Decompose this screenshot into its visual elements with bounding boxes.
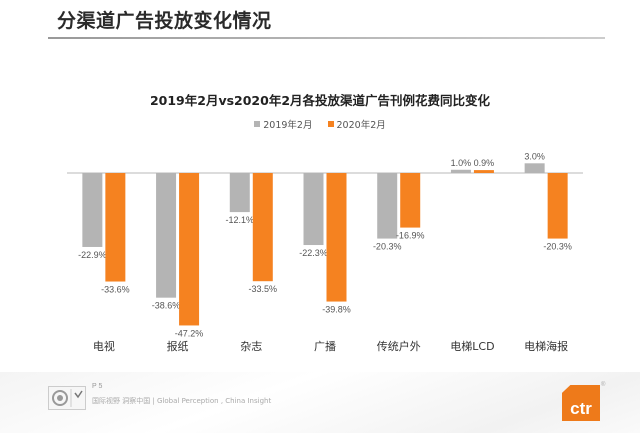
bar-2019-3 xyxy=(303,173,324,246)
bar-2020-5 xyxy=(473,170,494,173)
data-label-2019-4: -20.3% xyxy=(373,242,402,252)
category-label-5: 电梯LCD xyxy=(450,340,494,353)
category-label-0: 电视 xyxy=(93,339,115,353)
bar-2019-1 xyxy=(156,173,177,298)
bar-2020-6 xyxy=(547,173,568,239)
data-label-2020-4: -16.9% xyxy=(396,231,425,241)
ctr-logo-text: ctr xyxy=(570,399,592,418)
bar-2019-2 xyxy=(229,173,250,213)
ctr-logo: ctr xyxy=(562,385,600,421)
chart-legend: 2019年2月 2020年2月 xyxy=(0,117,640,131)
data-label-2020-1: -47.2% xyxy=(175,328,204,338)
title-divider xyxy=(48,37,605,39)
bar-2020-3 xyxy=(326,173,347,302)
bar-2019-4 xyxy=(377,173,398,239)
data-label-2019-1: -38.6% xyxy=(152,301,181,311)
footer-tagline: 国际视野 洞察中国 | Global Perception , China In… xyxy=(92,397,272,405)
legend-swatch-2019 xyxy=(254,121,261,127)
category-label-1: 报纸 xyxy=(167,339,189,353)
data-label-2019-5: 1.0% xyxy=(451,158,472,168)
data-label-2019-3: -22.3% xyxy=(299,248,328,258)
legend-item-2020: 2020年2月 xyxy=(327,117,386,131)
data-label-2020-3: -39.8% xyxy=(322,305,351,315)
legend-swatch-2020 xyxy=(327,121,334,127)
chart-title: 2019年2月vs2020年2月各投放渠道广告刊例花费同比变化 xyxy=(149,93,491,108)
data-label-2019-6: 3.0% xyxy=(524,151,545,161)
registered-mark: ® xyxy=(601,382,606,388)
data-label-2019-2: -12.1% xyxy=(226,215,255,225)
category-label-2: 杂志 xyxy=(240,340,262,353)
category-label-4: 传统户外 xyxy=(377,339,421,353)
page-number: P 5 xyxy=(92,383,103,390)
bar-2020-2 xyxy=(252,173,273,282)
bar-2020-4 xyxy=(400,173,421,228)
footer-certification-logo xyxy=(48,386,86,410)
bar-2019-5 xyxy=(450,169,471,173)
page-title: 分渠道广告投放变化情况 xyxy=(57,10,272,32)
data-label-2020-6: -20.3% xyxy=(543,242,572,252)
data-label-2020-5: 0.9% xyxy=(474,158,495,168)
data-label-2019-0: -22.9% xyxy=(78,250,107,260)
legend-label-2020: 2020年2月 xyxy=(336,120,386,131)
category-label-3: 广播 xyxy=(314,339,336,353)
category-label-6: 电梯海报 xyxy=(524,339,568,353)
bar-2020-1 xyxy=(179,173,200,326)
bar-2019-0 xyxy=(82,173,103,247)
footer-background xyxy=(0,372,640,433)
legend-label-2019: 2019年2月 xyxy=(263,120,313,131)
data-label-2020-0: -33.6% xyxy=(101,285,130,295)
data-label-2020-2: -33.5% xyxy=(249,284,278,294)
legend-item-2019: 2019年2月 xyxy=(254,117,312,131)
bar-2020-0 xyxy=(105,173,126,282)
certification-icon xyxy=(52,389,83,407)
bar-2019-6 xyxy=(524,163,545,173)
